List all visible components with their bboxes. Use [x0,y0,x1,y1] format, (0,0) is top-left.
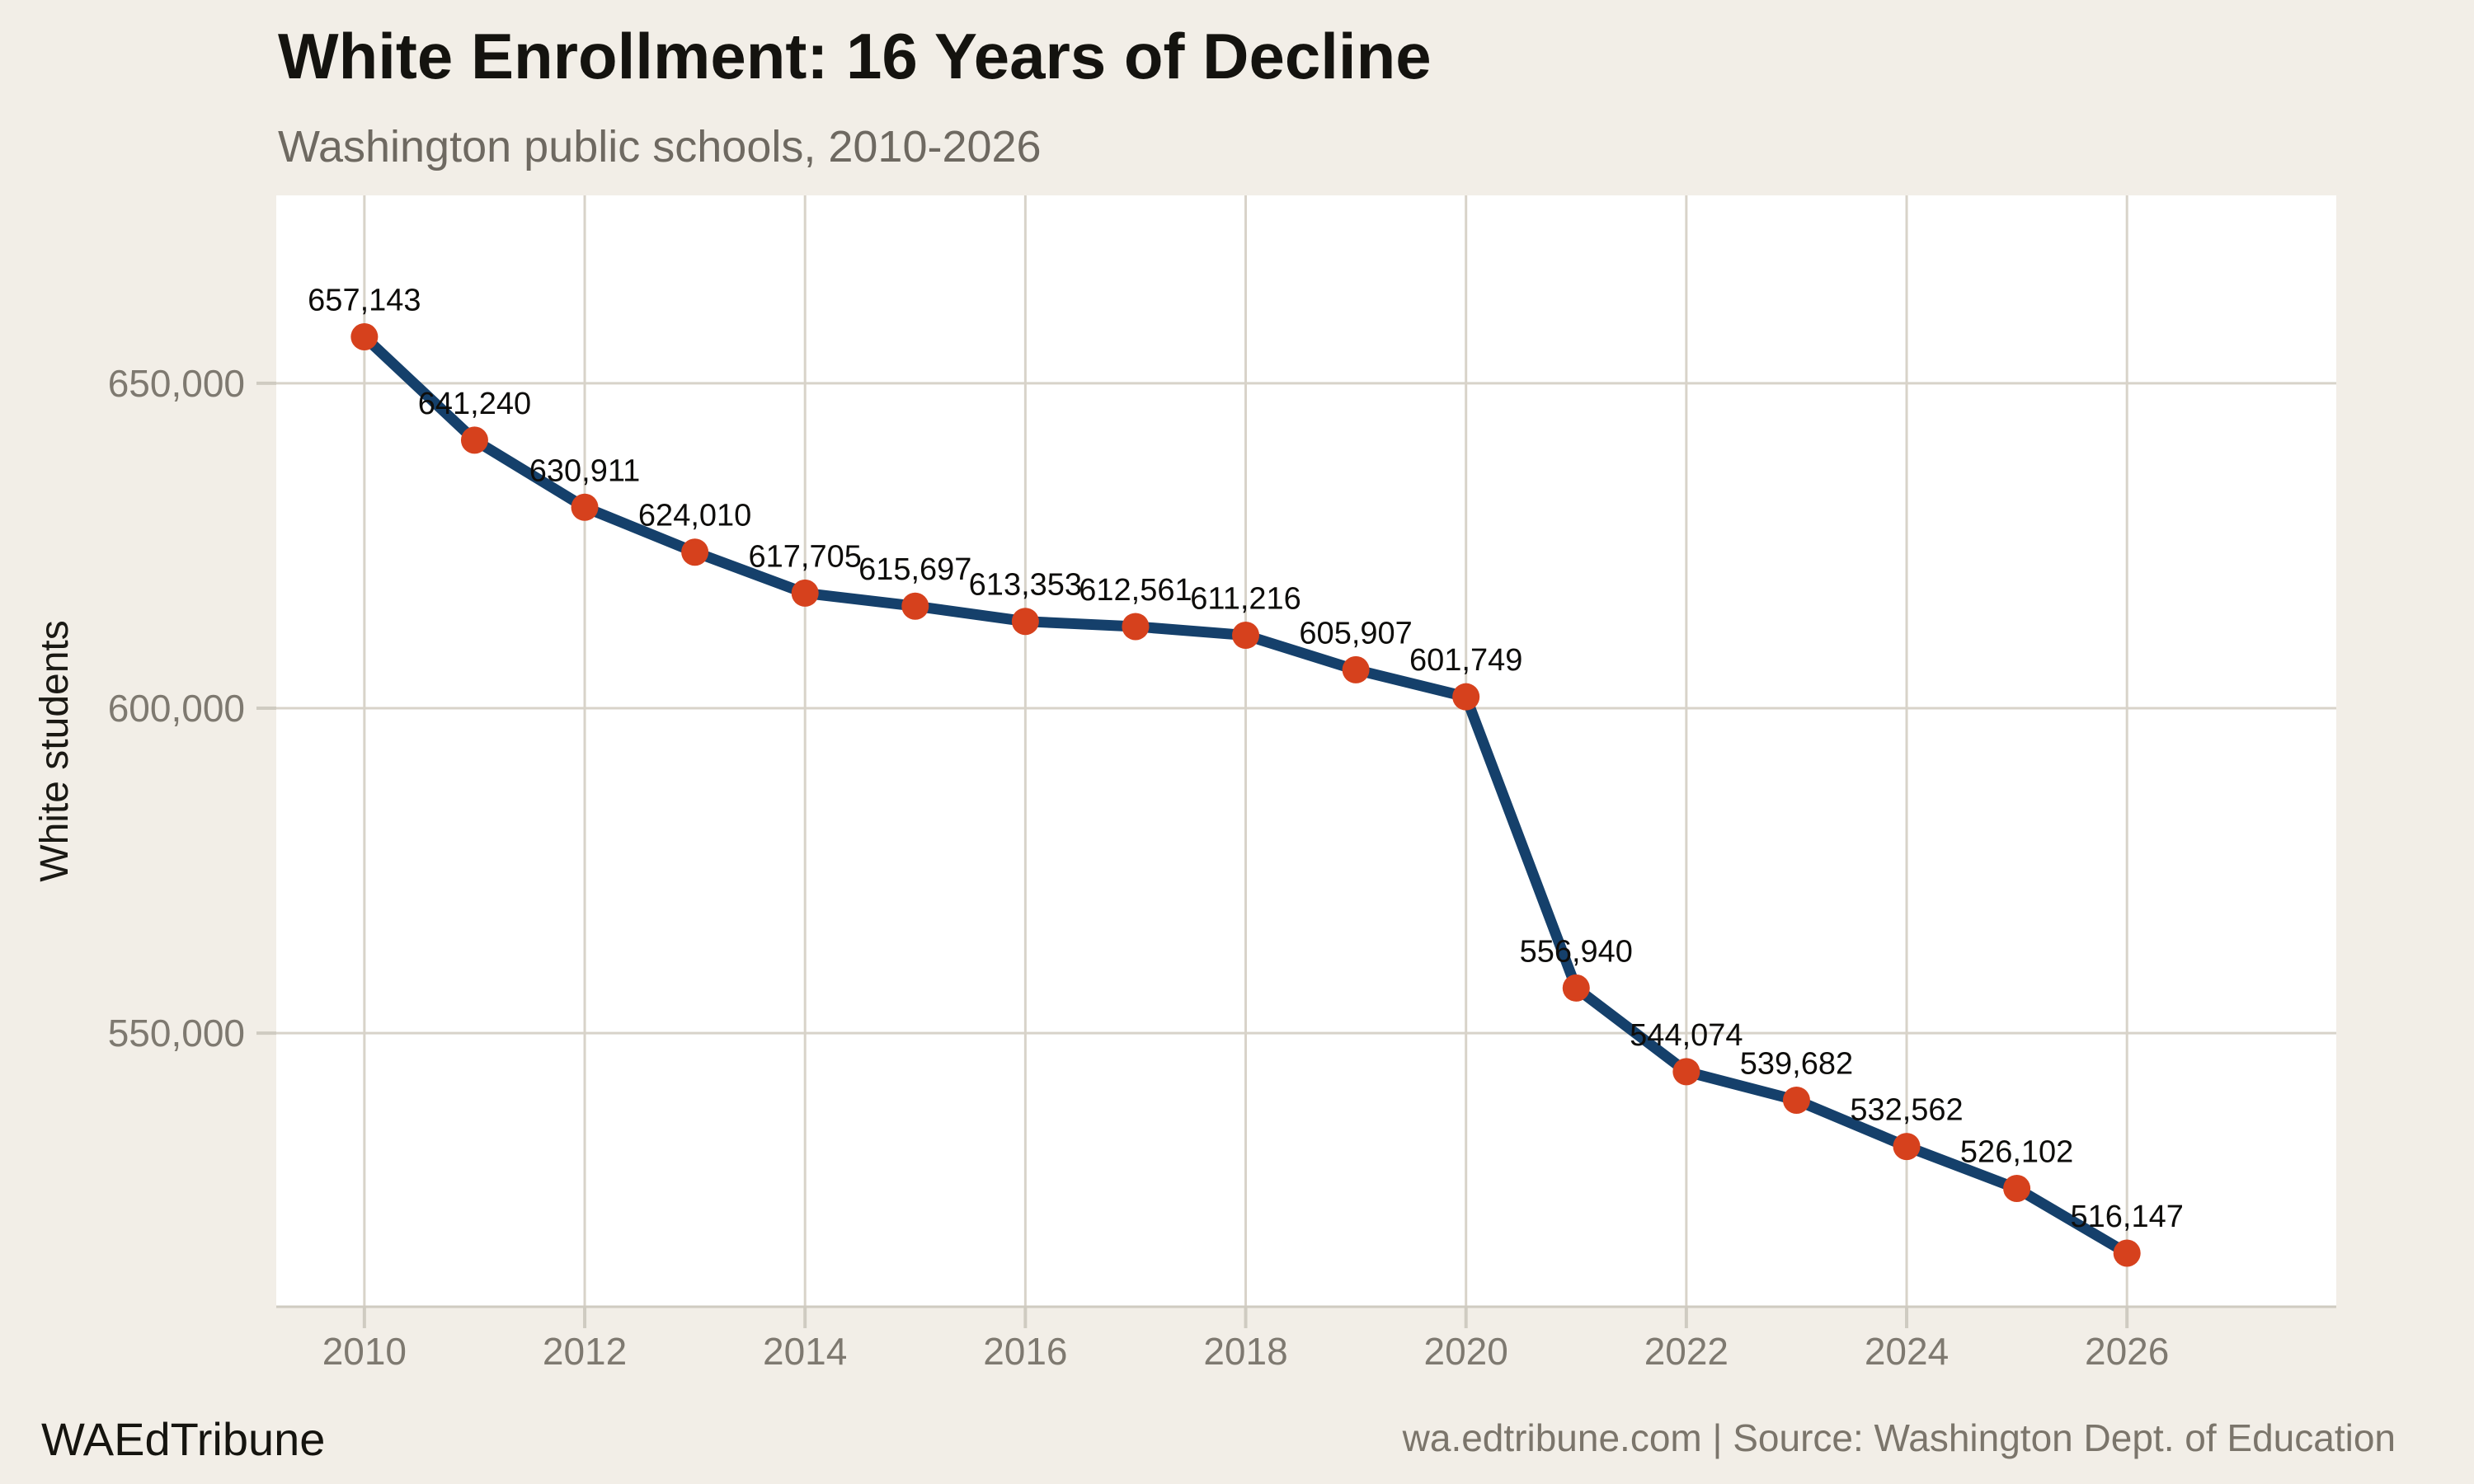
data-point-label: 641,240 [418,387,531,421]
footer-brand: WAEdTribune [41,1413,325,1465]
data-point-label: 516,147 [2071,1200,2184,1234]
data-point-label: 556,940 [1520,934,1633,969]
data-point [901,592,929,620]
data-point [1232,622,1260,650]
x-tick-label: 2014 [763,1330,847,1373]
data-point-label: 605,907 [1299,616,1412,650]
y-axis-title: White students [33,620,77,881]
y-tick-label: 600,000 [108,687,245,730]
data-point-label: 539,682 [1740,1046,1853,1081]
data-point-label: 611,216 [1190,582,1301,617]
data-point [571,493,599,521]
y-tick-label: 550,000 [108,1012,245,1054]
x-tick-label: 2026 [2085,1330,2169,1373]
x-tick-label: 2022 [1644,1330,1729,1373]
data-point-label: 601,749 [1409,643,1522,678]
data-point [1782,1086,1810,1114]
axes: 2010 2012 2014 2016 2018 2020 2022 2024 2026 550,… [108,362,2336,1373]
data-point [2003,1175,2031,1203]
data-point-label: 615,697 [858,552,971,587]
data-point-label: 630,911 [529,453,641,488]
gridlines [276,195,2336,1307]
data-point-label: 532,562 [1850,1093,1963,1128]
x-tick-label: 2010 [322,1330,407,1373]
data-point-label: 613,353 [969,568,1082,603]
data-point [1452,683,1480,711]
data-point-label: 526,102 [1960,1135,2073,1170]
x-tick-label: 2024 [1865,1330,1949,1373]
data-point [1122,613,1150,641]
data-point [350,323,379,351]
data-point-label: 544,074 [1630,1018,1743,1053]
data-point-label: 657,143 [308,284,421,318]
data-point-label: 624,010 [638,499,751,533]
data-point [681,538,709,566]
data-point [1893,1133,1921,1161]
data-labels: 657,143 641,240 630,911 624,010 617,705615,6… [308,284,2184,1234]
data-point-label: 612,561 [1079,573,1192,608]
data-point [1342,655,1370,683]
data-point [791,579,819,607]
chart-title: White Enrollment: 16 Years of Decline [278,20,1432,92]
x-tick-label: 2016 [983,1330,1067,1373]
x-tick-label: 2018 [1203,1330,1287,1373]
data-point [460,426,488,454]
x-tick-label: 2012 [543,1330,627,1373]
y-tick-label: 650,000 [108,362,245,405]
data-series [350,323,2141,1267]
footer-source: wa.edtribune.com | Source: Washington De… [1402,1416,2396,1459]
plot-area [276,195,2336,1307]
data-point [1672,1058,1700,1086]
data-point [1562,974,1590,1002]
chart-subtitle: Washington public schools, 2010-2026 [278,122,1042,171]
data-point-label: 617,705 [749,539,862,574]
data-point [1011,608,1039,636]
x-tick-label: 2020 [1424,1330,1508,1373]
data-point [2113,1239,2141,1267]
